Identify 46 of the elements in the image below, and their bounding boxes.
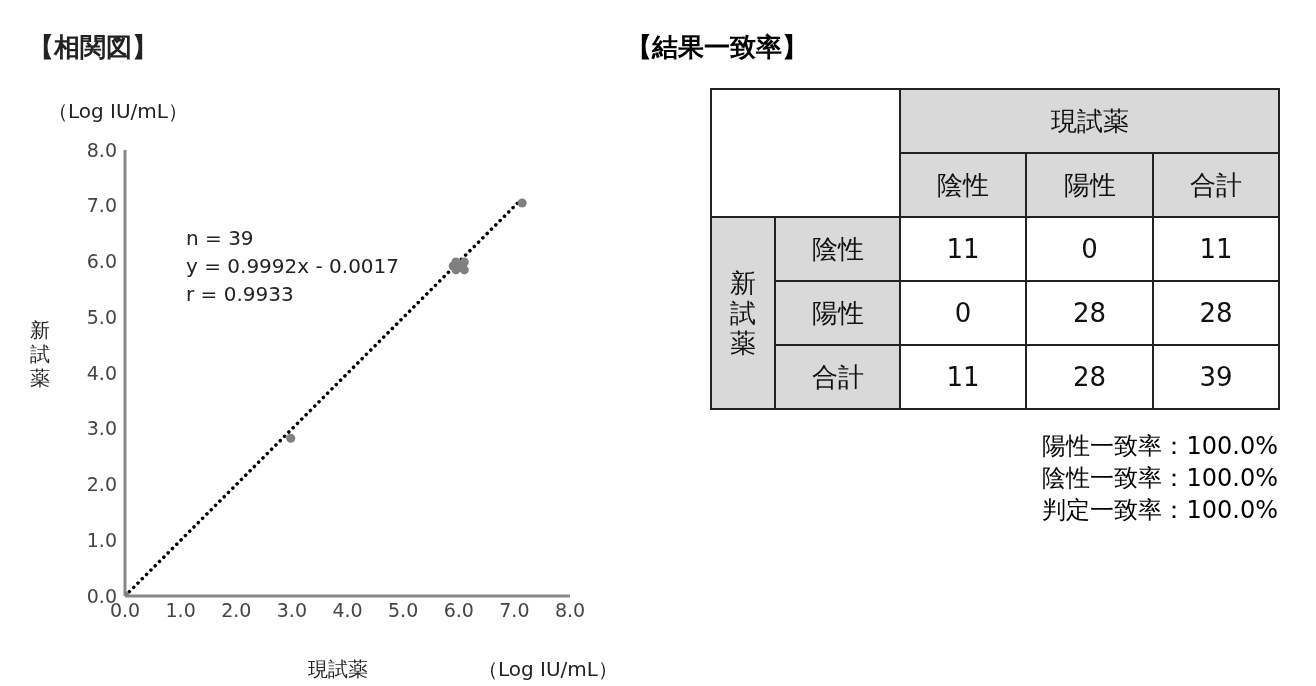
data-label: 11 xyxy=(900,217,1026,281)
text: 判定一致率：100.0% xyxy=(1042,495,1278,526)
y-tick-label: 4.0 xyxy=(86,361,117,384)
x-tick-label: 6.0 xyxy=(443,599,474,622)
x-tick-label: 3.0 xyxy=(276,599,307,622)
y-tick-label: 陰性 xyxy=(775,217,900,281)
y-tick-label: 6.0 xyxy=(86,250,117,273)
x-tick-label: 2.0 xyxy=(221,599,252,622)
y-tick-label: 陽性 xyxy=(775,281,900,345)
chart-title: 【相関図】 xyxy=(28,31,158,64)
data-label: 11 xyxy=(900,345,1026,409)
data-label: 28 xyxy=(1026,345,1153,409)
text: （Log IU/mL） xyxy=(48,98,188,125)
data-label: 11 xyxy=(1153,217,1279,281)
x-tick-label: 合計 xyxy=(1153,153,1279,217)
data-label: 28 xyxy=(1153,281,1279,345)
x-tick-label: 8.0 xyxy=(554,599,586,622)
point xyxy=(517,198,527,208)
data-label: 28 xyxy=(1026,281,1153,345)
data-label: 0 xyxy=(900,281,1026,345)
annotation: r = 0.9933 xyxy=(186,282,294,306)
x-tick-label: 1.0 xyxy=(165,599,196,622)
y-axis-title: 新試薬 xyxy=(711,217,775,409)
text: （Log IU/mL） xyxy=(478,656,618,683)
x-tick-label: 5.0 xyxy=(388,599,419,622)
point xyxy=(286,433,296,443)
x-axis-title: 現試薬 xyxy=(308,656,368,683)
y-tick-label: 8.0 xyxy=(86,138,117,161)
y-tick-label: 合計 xyxy=(775,345,900,409)
text: 陰性一致率：100.0% xyxy=(1042,463,1278,494)
y-tick-label: 5.0 xyxy=(86,305,117,328)
data-label: 39 xyxy=(1153,345,1279,409)
chart-title: 【結果一致率】 xyxy=(626,31,808,64)
y-tick-label: 2.0 xyxy=(86,473,117,496)
x-tick-label: 陽性 xyxy=(1026,153,1153,217)
y-tick-label: 3.0 xyxy=(86,417,117,440)
x-tick-label: 4.0 xyxy=(332,599,363,622)
x-tick-label: 陰性 xyxy=(900,153,1026,217)
annotation: n = 39 xyxy=(186,226,254,250)
annotation: y = 0.9992x - 0.0017 xyxy=(186,254,400,278)
text: 陽性一致率：100.0% xyxy=(1042,431,1278,462)
y-axis-title: 新試薬 xyxy=(30,318,51,390)
x-axis-title: 現試薬 xyxy=(900,89,1279,153)
y-tick-label: 1.0 xyxy=(86,528,117,551)
x-tick-label: 7.0 xyxy=(499,599,530,622)
data-label: 0 xyxy=(1026,217,1153,281)
